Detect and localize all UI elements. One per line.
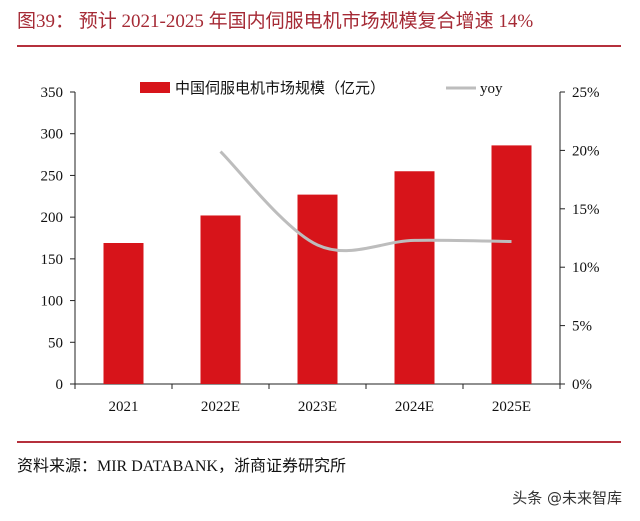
right-tick-label: 5%: [572, 319, 592, 335]
right-tick-label: 20%: [572, 143, 600, 159]
yoy-line: [219, 150, 512, 253]
source-note: 资料来源：MIR DATABANK，浙商证券研究所: [17, 458, 346, 475]
x-tick-label: 2025E: [492, 399, 531, 415]
right-tick-label: 15%: [572, 202, 600, 218]
right-tick-label: 10%: [572, 260, 600, 276]
source-divider: [17, 441, 621, 443]
bar-2023E: [297, 194, 338, 384]
x-tick-label: 2024E: [395, 399, 434, 415]
legend-bar-swatch: [140, 82, 170, 93]
left-tick-label: 50: [48, 335, 63, 351]
title-divider: [17, 45, 621, 47]
chart-title: 图39： 预计 2021-2025 年国内伺服电机市场规模复合增速 14%: [17, 11, 534, 32]
left-tick-label: 350: [41, 85, 64, 101]
x-tick-label: 2022E: [201, 399, 240, 415]
left-tick-label: 250: [41, 168, 64, 184]
legend-bar-label: 中国伺服电机市场规模（亿元）: [175, 80, 385, 97]
right-tick-label: 25%: [572, 85, 600, 101]
right-tick-label: 0%: [572, 377, 592, 393]
legend-line-label: yoy: [480, 81, 503, 97]
bar-2025E: [491, 145, 532, 384]
x-tick-label: 2023E: [298, 399, 337, 415]
left-tick-label: 150: [41, 252, 64, 268]
left-tick-label: 300: [41, 127, 64, 143]
bar-2021: [103, 243, 144, 384]
bar-2022E: [200, 215, 241, 384]
left-tick-label: 0: [56, 377, 64, 393]
left-tick-label: 200: [41, 210, 64, 226]
watermark: 头条 @未来智库: [512, 489, 622, 507]
left-tick-label: 100: [41, 294, 64, 310]
bar-2024E: [394, 171, 435, 384]
x-tick-label: 2021: [109, 399, 139, 415]
